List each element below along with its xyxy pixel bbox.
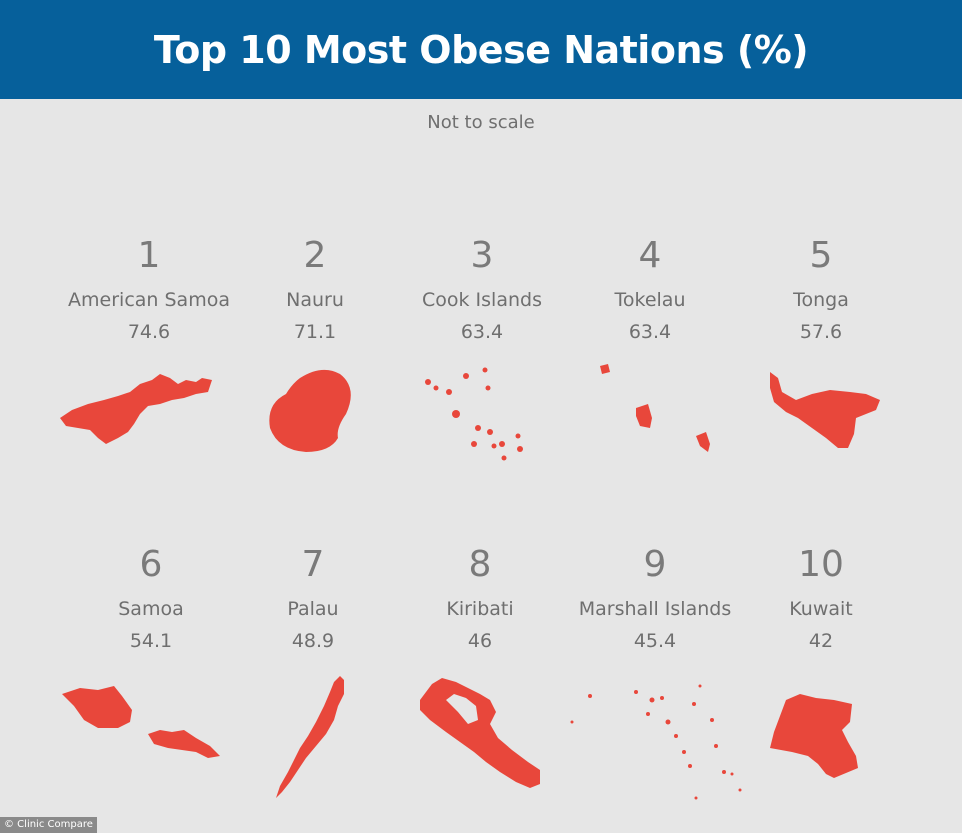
rank-label: 6 [139, 544, 163, 585]
tokelau-shape [600, 364, 710, 452]
kiribati-shape [420, 678, 540, 788]
country-name: Kiribati [446, 598, 514, 620]
entry-8: 8 Kiribati 46 [385, 545, 575, 653]
subtitle: Not to scale [427, 112, 535, 133]
obesity-value: 74.6 [127, 321, 171, 343]
obesity-value: 48.9 [291, 630, 335, 652]
country-name: Kuwait [789, 598, 853, 620]
obesity-value: 71.1 [293, 321, 337, 343]
title-banner: Top 10 Most Obese Nations (%) [0, 0, 962, 99]
obesity-value: 45.4 [633, 630, 677, 652]
country-name: Nauru [286, 289, 344, 311]
entry-4: 4 Tokelau 63.4 [555, 236, 745, 344]
samoa-shape [62, 686, 220, 758]
obesity-value: 54.1 [129, 630, 173, 652]
nauru-shape [269, 369, 351, 452]
obesity-value: 46 [467, 630, 493, 652]
entry-7: 7 Palau 48.9 [218, 545, 408, 653]
country-name: Tokelau [614, 289, 686, 311]
entry-5: 5 Tonga 57.6 [726, 236, 916, 344]
entry-3: 3 Cook Islands 63.4 [387, 236, 577, 344]
entry-1: 1 American Samoa 74.6 [54, 236, 244, 344]
country-name: Samoa [118, 598, 184, 620]
obesity-value: 63.4 [460, 321, 504, 343]
source-credit: © Clinic Compare [0, 817, 97, 833]
entry-6: 6 Samoa 54.1 [56, 545, 246, 653]
rank-label: 1 [137, 235, 161, 276]
tonga-shape [770, 372, 880, 448]
country-name: Marshall Islands [578, 598, 732, 620]
american-samoa-shape [60, 374, 212, 444]
country-name: Tonga [793, 289, 849, 311]
rank-label: 5 [809, 235, 833, 276]
kuwait-shape [770, 694, 858, 778]
entry-10: 10 Kuwait 42 [726, 545, 916, 653]
rank-label: 8 [468, 544, 492, 585]
rank-label: 2 [303, 235, 327, 276]
obesity-value: 57.6 [799, 321, 843, 343]
country-name: Cook Islands [422, 289, 542, 311]
rank-label: 9 [643, 544, 667, 585]
country-name: Palau [287, 598, 339, 620]
rank-label: 4 [638, 235, 662, 276]
entry-9: 9 Marshall Islands 45.4 [560, 545, 750, 653]
rank-label: 7 [301, 544, 325, 585]
rank-label: 10 [798, 544, 844, 585]
obesity-value: 63.4 [628, 321, 672, 343]
marshall-islands-shape [570, 684, 742, 800]
obesity-value: 42 [808, 630, 834, 652]
country-name: American Samoa [68, 289, 230, 311]
palau-shape [276, 676, 344, 798]
rank-label: 3 [470, 235, 494, 276]
cook-islands-shape [425, 367, 523, 461]
chart-title: Top 10 Most Obese Nations (%) [153, 27, 809, 72]
entry-2: 2 Nauru 71.1 [220, 236, 410, 344]
